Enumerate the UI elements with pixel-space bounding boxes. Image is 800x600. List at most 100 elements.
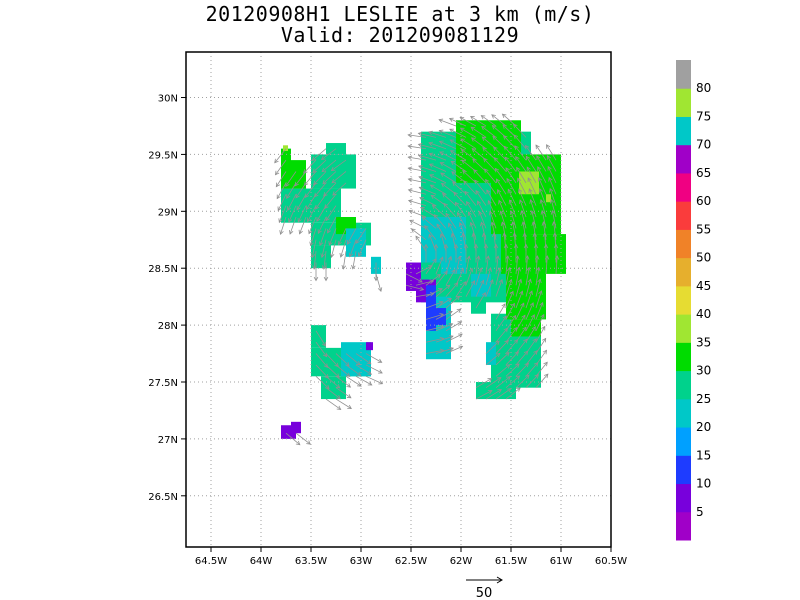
wind-vector [342,251,347,269]
wind-vector-head [491,125,497,130]
wind-vector [546,144,557,161]
wind-vector-head [303,181,309,186]
wind-vector [486,189,497,206]
wind-vector [525,267,530,286]
wind-vector [429,163,447,172]
wind-vector-head [510,302,515,308]
wind-vector-head [458,333,463,338]
wind-vector-head [423,243,429,249]
wind-vector [425,326,444,332]
wind-vector [322,171,337,185]
wind-vector [485,256,489,274]
wind-vector-head [537,278,542,284]
wind-vector-head [428,130,433,136]
wind-vector [475,256,480,274]
wind-vector-head [315,204,320,210]
wind-vector [323,251,327,270]
wind-vector-head [288,218,293,223]
wind-vector [449,118,467,127]
wind-vector [435,298,452,309]
colorbar-swatch [676,398,691,428]
wind-vector [286,182,297,199]
wind-vector-head [429,279,435,284]
wind-vector-head [419,197,424,202]
y-tick-label: 28.5N [148,264,178,275]
wind-vector [408,167,427,172]
wind-vector [474,179,487,195]
colorbar-label: 50 [696,251,711,265]
wind-vector-head [469,221,474,227]
wind-vector [365,353,382,363]
wind-vector-head [323,363,329,368]
wind-vector-head [448,323,454,328]
wind-vector-head [543,361,548,367]
wind-vector [554,233,557,252]
wind-vector-head [457,321,463,326]
wind-vector-head [508,199,513,205]
wind-vector [317,216,327,234]
wind-vector [465,256,470,274]
wind-vector [445,282,459,297]
wind-vector-head [341,265,347,270]
wind-vector [485,179,497,195]
wind-vector [485,389,502,400]
wind-vector [475,267,482,286]
wind-vector-head [448,335,454,340]
wind-vector-head [517,278,523,284]
wind-vector [485,340,500,354]
wind-vector [442,193,457,206]
wind-vector [483,233,487,252]
wind-vector [421,216,437,229]
wind-vector-head [497,389,502,394]
wind-vector [445,295,460,309]
wind-vector-head [450,160,456,166]
wind-vector [515,279,522,297]
wind-vector-head [322,179,327,185]
wind-vector-head [480,115,486,120]
wind-vector [493,233,497,252]
wind-vector [534,233,537,252]
reference-vector: 50 [466,576,503,600]
wind-vector [461,149,477,161]
colorbar-label: 80 [696,81,711,95]
colorbar-swatch [676,60,691,89]
wind-vector-head [503,145,509,151]
wind-vector-head [428,141,434,147]
wind-vector [287,194,297,211]
data-cell [366,342,373,351]
wind-vector-head [526,266,531,272]
wind-vector [435,311,453,320]
wind-vector-head [429,292,435,297]
wind-vector [505,267,511,286]
wind-vector [431,194,447,206]
wind-vector-head [345,372,351,377]
y-tick-label: 28N [158,321,178,332]
wind-vector-head [481,136,487,141]
wind-vector [539,188,547,206]
y-tick-label: 26.5N [148,492,178,503]
data-cell [486,342,496,365]
wind-vector-head [447,298,452,303]
wind-vector-head [312,265,317,270]
wind-vector-head [277,206,282,212]
data-cell [286,160,306,189]
wind-vector-head [366,359,372,365]
wind-vector-head [309,241,314,247]
wind-vector-head [500,221,506,227]
wind-vector [304,171,317,186]
wind-vector-head [486,189,491,195]
wind-vector-head [539,301,544,307]
wind-vector [487,200,497,218]
wind-vector [313,251,317,270]
wind-vector-head [303,169,308,174]
wind-vector [535,302,544,320]
colorbar-swatch [676,314,691,343]
wind-vector [418,165,437,172]
wind-vector-head [470,137,476,142]
wind-vector [541,210,547,229]
wind-vector [497,189,507,206]
wind-vector [439,130,457,138]
colorbar-swatch [676,144,691,174]
wind-vector-head [536,266,541,272]
wind-vector-head [339,252,344,258]
